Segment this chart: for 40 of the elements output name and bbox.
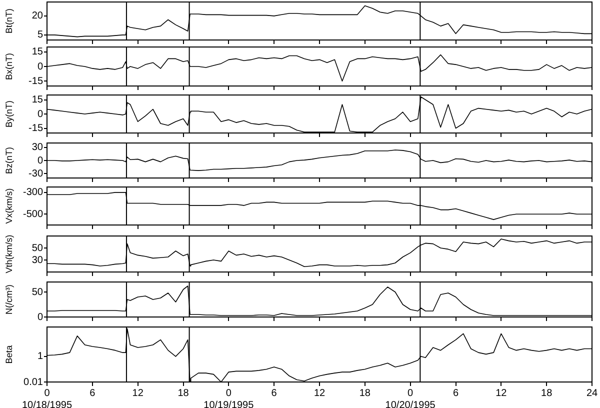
y-tick-label: -30 (28, 168, 44, 180)
y-tick-label: 0 (37, 155, 44, 166)
x-tick-label: 6 (271, 388, 278, 399)
y-axis-title: Beta (4, 345, 14, 364)
y-tick-label: 0 (37, 312, 44, 323)
y-tick-label: -15 (28, 76, 44, 87)
x-tick-label: 6 (90, 388, 96, 399)
y-tick-label: -15 (28, 123, 44, 134)
y-tick-label: 0 (37, 61, 44, 72)
x-tick-label: 18 (359, 388, 371, 399)
y-tick-label: 15 (32, 46, 44, 58)
x-tick-label: 6 (452, 388, 459, 399)
x-tick-label: 12 (314, 388, 326, 399)
y-tick-label: 30 (32, 142, 44, 154)
y-tick-label: 0.01 (24, 376, 44, 388)
x-tick-label: 12 (132, 388, 144, 399)
y-axis-title: By(nT) (4, 100, 14, 128)
x-tick-label: 0 10/19/1995 (204, 388, 254, 408)
y-tick-label: 50 (32, 242, 44, 254)
y-tick-label: 15 (32, 94, 44, 106)
y-tick-label: 50 (32, 286, 44, 298)
y-axis-title: Vth(km/s) (4, 234, 14, 274)
y-tick-label: 0 (37, 108, 44, 120)
y-tick-label: 30 (32, 254, 44, 266)
y-tick-label: 1 (37, 351, 44, 362)
y-axis-title: Vx(km/s) (4, 188, 14, 224)
x-tick-label: 0 10/20/1995 (385, 388, 436, 408)
y-axis-title: Bz(nT) (4, 146, 14, 174)
y-tick-label: 20 (32, 10, 44, 22)
x-tick-label: 0 10/18/1995 (22, 388, 72, 408)
x-tick-label: 18 (541, 388, 553, 399)
y-axis-title: Bx(nT) (4, 52, 14, 80)
x-tick-label: 12 (496, 388, 508, 399)
x-tick-label: 24 (586, 388, 598, 399)
y-tick-label: -500 (22, 208, 44, 220)
y-tick-label: -300 (22, 187, 44, 198)
y-axis-title: N(/cm³) (4, 284, 14, 314)
y-axis-title: Bt(nT) (4, 8, 14, 34)
x-tick-label: 18 (178, 388, 190, 399)
y-tick-label: 5 (37, 30, 44, 41)
